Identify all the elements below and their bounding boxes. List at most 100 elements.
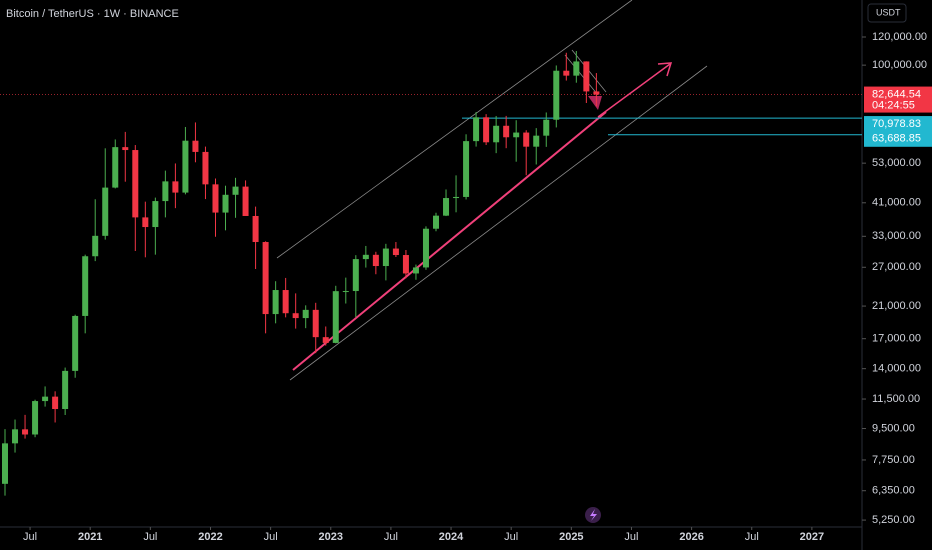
level-label: 63,688.85 <box>872 133 921 145</box>
candle-body <box>2 443 8 484</box>
candle-body <box>202 151 209 185</box>
candle-body <box>593 91 600 95</box>
candle-body <box>433 215 439 229</box>
candle-body <box>563 70 570 76</box>
candle-body <box>312 309 319 338</box>
chart-title: Bitcoin / TetherUS · 1W · BINANCE <box>6 8 179 20</box>
x-tick-label: 2024 <box>439 531 464 543</box>
x-tick-label: 2023 <box>319 531 343 543</box>
y-tick-label: 27,000.00 <box>872 261 921 273</box>
lightning-glyph <box>590 509 597 521</box>
y-tick-label: 7,750.00 <box>872 454 915 466</box>
x-tick-label: Jul <box>264 531 278 543</box>
candle-body <box>242 186 249 216</box>
candle-body <box>72 315 79 371</box>
countdown: 04:24:55 <box>872 99 915 111</box>
x-tick-label: 2025 <box>559 531 583 543</box>
candle-body <box>172 181 179 193</box>
y-tick-label: 120,000.00 <box>872 31 927 43</box>
y-tick-label: 17,000.00 <box>872 333 921 345</box>
arrow-head <box>657 62 673 77</box>
candle-body <box>262 242 269 315</box>
y-tick-label: 33,000.00 <box>872 230 921 242</box>
candle-body <box>12 429 19 444</box>
candle-body <box>392 248 399 256</box>
candle-body <box>402 255 409 274</box>
support-line <box>292 111 607 371</box>
projection-arrow <box>597 63 671 118</box>
candle-body <box>483 117 490 143</box>
candle-body <box>362 254 369 260</box>
candle-body <box>543 119 550 136</box>
candle-body <box>493 125 500 143</box>
x-tick-label: 2022 <box>198 531 222 543</box>
channel-upper <box>276 0 633 259</box>
candle-body <box>382 248 389 267</box>
down-arrow <box>588 96 602 110</box>
x-tick-label: Jul <box>384 531 398 543</box>
candle-body <box>122 147 129 151</box>
y-tick-label: 41,000.00 <box>872 197 921 209</box>
candle-body <box>322 337 329 343</box>
price-axis <box>862 0 932 550</box>
candle-body <box>583 61 590 92</box>
candle-body <box>473 117 480 142</box>
candle-body <box>412 267 419 274</box>
candle-body <box>112 147 119 188</box>
candle-body <box>422 228 429 268</box>
candle-body <box>272 290 279 315</box>
currency-box[interactable] <box>867 3 907 23</box>
candle-body <box>282 290 289 314</box>
candle-body <box>553 70 560 120</box>
candle-body <box>342 291 349 293</box>
candle-body <box>513 132 520 138</box>
y-tick-label: 6,350.00 <box>872 485 915 497</box>
candle-body <box>102 187 109 236</box>
candle-body <box>222 194 229 213</box>
candle-body <box>302 309 309 319</box>
y-tick-label: 100,000.00 <box>872 59 927 71</box>
candle-body <box>573 61 580 76</box>
y-tick-label: 11,500.00 <box>872 393 920 405</box>
y-tick-label: 53,000.00 <box>872 157 921 169</box>
candle-body <box>32 401 39 435</box>
candle-body <box>503 125 510 138</box>
candle-body <box>142 217 149 228</box>
last-price-badge <box>864 86 932 113</box>
level-label: 70,978.83 <box>872 118 921 130</box>
last-price-label: 82,644.54 <box>872 88 921 100</box>
y-tick-label: 9,500.00 <box>872 422 915 434</box>
y-tick-label: 21,000.00 <box>872 300 921 312</box>
candle-body <box>252 215 259 243</box>
level-badge <box>864 130 932 147</box>
x-tick-label: Jul <box>504 531 518 543</box>
y-tick-label: 5,250.00 <box>872 514 915 526</box>
candle-body <box>463 141 470 197</box>
candle-body <box>533 135 540 147</box>
x-tick-label: Jul <box>624 531 638 543</box>
candle-body <box>182 140 189 193</box>
candle-body <box>453 196 460 199</box>
candle-body <box>92 235 99 257</box>
currency[interactable]: USDT <box>876 7 901 17</box>
x-tick-label: Jul <box>143 531 157 543</box>
x-tick-label: Jul <box>745 531 759 543</box>
candle-body <box>52 396 59 410</box>
candle-body <box>443 198 450 216</box>
y-tick-label: 14,000.00 <box>872 363 921 375</box>
x-tick-label: Jul <box>23 531 37 543</box>
candle-body <box>42 396 49 402</box>
candle-body <box>192 140 199 152</box>
candle-body <box>232 186 239 195</box>
candle-body <box>82 256 89 316</box>
x-tick-label: 2026 <box>679 531 703 543</box>
short-channel <box>564 54 599 96</box>
candle-body <box>372 254 379 267</box>
x-tick-label: 2021 <box>78 531 102 543</box>
candle-body <box>162 181 169 202</box>
candle-body <box>152 201 159 228</box>
candle-body <box>62 370 69 410</box>
candle-body <box>332 291 339 343</box>
